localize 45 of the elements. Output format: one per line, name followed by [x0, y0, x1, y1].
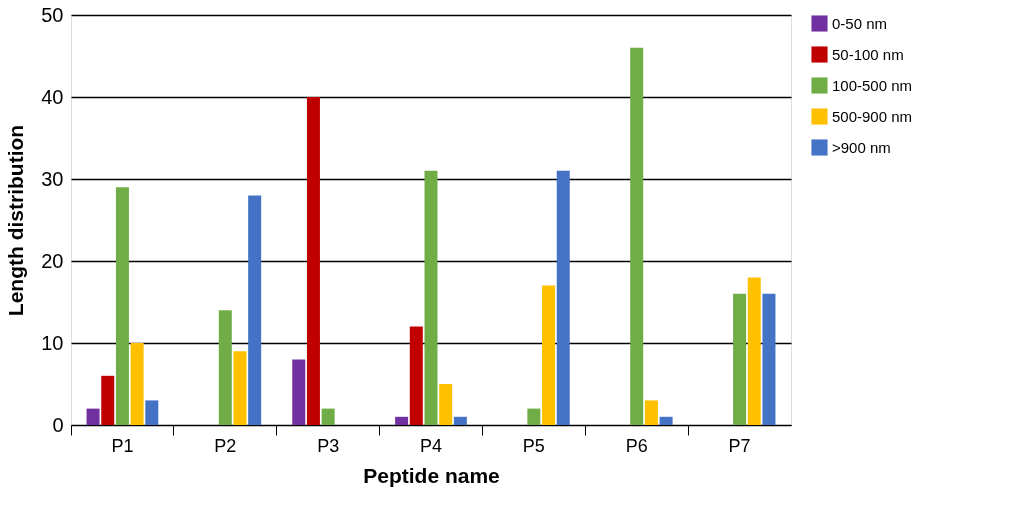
x-axis-title: Peptide name	[363, 463, 500, 487]
bar	[292, 359, 306, 425]
bar	[542, 285, 556, 425]
legend-label: 0-50 nm	[832, 14, 888, 32]
bar	[659, 416, 673, 425]
bar	[321, 408, 335, 425]
y-axis-title: Length distribution	[4, 124, 28, 317]
legend-label: 100-500 nm	[832, 76, 913, 94]
bar	[409, 326, 423, 425]
bar	[747, 277, 761, 425]
x-tick-label: P7	[728, 435, 751, 456]
bar	[424, 170, 438, 425]
x-tick-label: P4	[419, 435, 443, 456]
y-tick-label: 10	[41, 331, 64, 354]
bar	[115, 187, 129, 425]
x-tick-label: P6	[625, 435, 648, 456]
x-tick-label: P5	[522, 435, 545, 456]
bar	[762, 293, 776, 425]
bar	[130, 343, 144, 425]
legend-label: >900 nm	[832, 138, 891, 156]
y-tick-label: 30	[41, 167, 64, 190]
bar	[453, 416, 467, 425]
bar	[248, 195, 262, 425]
bar	[218, 310, 232, 425]
x-tick-label: P1	[111, 435, 134, 456]
bar	[527, 408, 541, 425]
y-tick-label: 0	[52, 413, 64, 436]
legend-label: 500-900 nm	[832, 107, 913, 125]
y-tick-label: 20	[41, 249, 64, 272]
bar	[395, 416, 409, 425]
bar	[233, 351, 247, 425]
bar	[733, 293, 747, 425]
bar	[439, 384, 453, 425]
bar	[556, 170, 570, 425]
legend-label: 50-100 nm	[832, 45, 904, 63]
bar	[630, 47, 644, 425]
bar	[86, 408, 100, 425]
y-tick-label: 40	[41, 85, 64, 108]
bar	[145, 400, 159, 425]
bar	[306, 97, 320, 425]
bar	[644, 400, 658, 425]
bar	[101, 375, 115, 425]
y-tick-label: 50	[41, 3, 64, 26]
x-tick-label: P2	[214, 435, 237, 456]
x-tick-label: P3	[317, 435, 340, 456]
